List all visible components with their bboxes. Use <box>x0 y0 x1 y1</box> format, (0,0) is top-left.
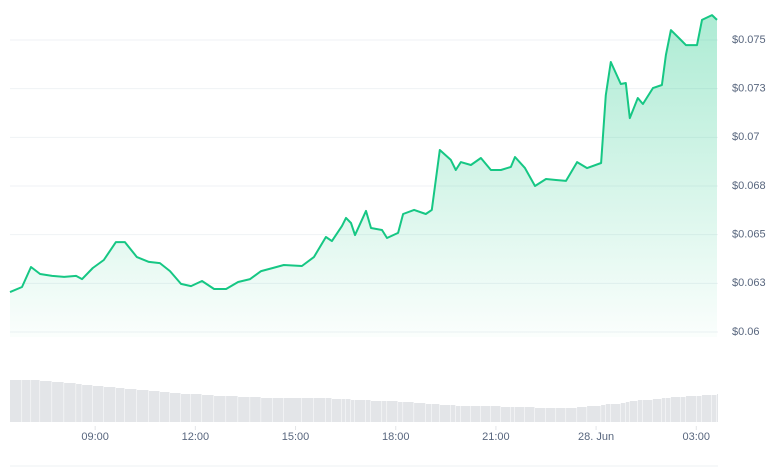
volume-bar <box>605 404 611 422</box>
volume-bar <box>637 400 643 422</box>
volume-bar <box>92 386 104 422</box>
volume-bar <box>642 400 653 422</box>
volume-bar <box>480 406 491 422</box>
volume-bar <box>272 398 284 422</box>
volume-bar <box>577 407 587 422</box>
volume-bar <box>716 394 718 422</box>
volume-bar <box>64 383 76 422</box>
x-tick-label: 18:00 <box>382 431 410 443</box>
volume-bar <box>31 380 40 422</box>
volume-bar <box>610 404 621 422</box>
y-tick-label: $0.075 <box>732 34 766 46</box>
volume-bar <box>601 405 606 422</box>
volume-bar <box>148 391 160 422</box>
volume-bar <box>403 402 414 422</box>
x-tick-label: 12:00 <box>182 431 210 443</box>
volume-bar <box>250 397 261 422</box>
volume-bar <box>103 387 116 422</box>
volume-bar <box>587 406 601 422</box>
volume-bar <box>500 407 511 422</box>
volume-bar <box>398 402 403 422</box>
volume-bar <box>414 403 426 422</box>
volume-bar <box>325 398 332 422</box>
volume-bar <box>510 407 515 422</box>
volume-bar <box>566 408 577 422</box>
volume-bar <box>661 398 666 422</box>
volume-bar <box>439 405 451 422</box>
price-line <box>9 14 718 294</box>
volume-bar <box>534 408 546 422</box>
volume-bar <box>450 405 456 422</box>
volume-bar <box>629 401 638 422</box>
volume-bar <box>124 389 137 422</box>
volume-bar <box>354 400 366 422</box>
area <box>10 15 717 337</box>
volume-bar <box>52 382 64 422</box>
volume-bar <box>22 380 31 422</box>
volume-bar <box>313 398 326 422</box>
volume-bar <box>685 396 697 422</box>
volume-bar <box>180 394 191 422</box>
volume-bar <box>345 399 351 422</box>
x-tick-label: 09:00 <box>81 431 109 443</box>
volume-bar <box>226 396 238 422</box>
volume-bar <box>546 408 556 422</box>
volume-bar <box>652 399 662 422</box>
volume-bar <box>696 396 702 422</box>
y-tick-label: $0.073 <box>732 83 766 95</box>
x-tick-label: 15:00 <box>282 431 310 443</box>
volume-bar <box>625 402 630 422</box>
volume-bar <box>371 401 382 422</box>
volume-bar <box>40 381 52 422</box>
volume-bar <box>331 399 342 422</box>
volume-bar <box>115 388 125 422</box>
volume-bar <box>556 408 566 422</box>
y-tick-label: $0.063 <box>732 277 766 289</box>
volume-bar <box>470 406 481 422</box>
volume-bar <box>238 397 250 422</box>
volume-bar <box>214 396 226 422</box>
volume-bar <box>169 393 181 422</box>
volume-bar <box>524 407 535 422</box>
x-tick-label: 28. Jun <box>578 431 614 443</box>
volume-bar <box>455 406 461 422</box>
volume-bar <box>136 390 149 422</box>
y-tick-label: $0.068 <box>732 180 766 192</box>
volume-bar <box>261 398 273 422</box>
volume-bar <box>711 395 717 422</box>
volume-bar <box>670 397 681 422</box>
volume-bar <box>202 395 214 422</box>
volume-bar <box>341 399 346 422</box>
volume-bar <box>350 400 355 422</box>
volume-bar <box>382 401 387 422</box>
x-tick-label: 21:00 <box>482 431 510 443</box>
volume-bar <box>665 398 671 422</box>
volume-bar <box>490 406 501 422</box>
volume-bar <box>431 404 440 422</box>
volume-bar <box>514 407 525 422</box>
volume-bar <box>283 398 302 422</box>
y-tick-label: $0.06 <box>732 326 760 338</box>
volume-bar <box>620 403 626 422</box>
y-tick-label: $0.07 <box>732 131 760 143</box>
volume-bar <box>10 380 22 422</box>
x-tick-label: 03:00 <box>683 431 711 443</box>
volume-bar <box>159 392 170 422</box>
volume-bar <box>701 395 712 422</box>
volume-bar <box>82 385 93 422</box>
volume-bar <box>460 406 471 422</box>
volume-bar <box>387 401 398 422</box>
volume-bar <box>301 398 314 422</box>
volume-bar <box>366 400 371 422</box>
volume-bar <box>76 384 82 422</box>
volume-bar <box>191 394 202 422</box>
volume-bar <box>680 397 686 422</box>
y-tick-label: $0.065 <box>732 229 766 241</box>
volume-bar <box>425 404 432 422</box>
